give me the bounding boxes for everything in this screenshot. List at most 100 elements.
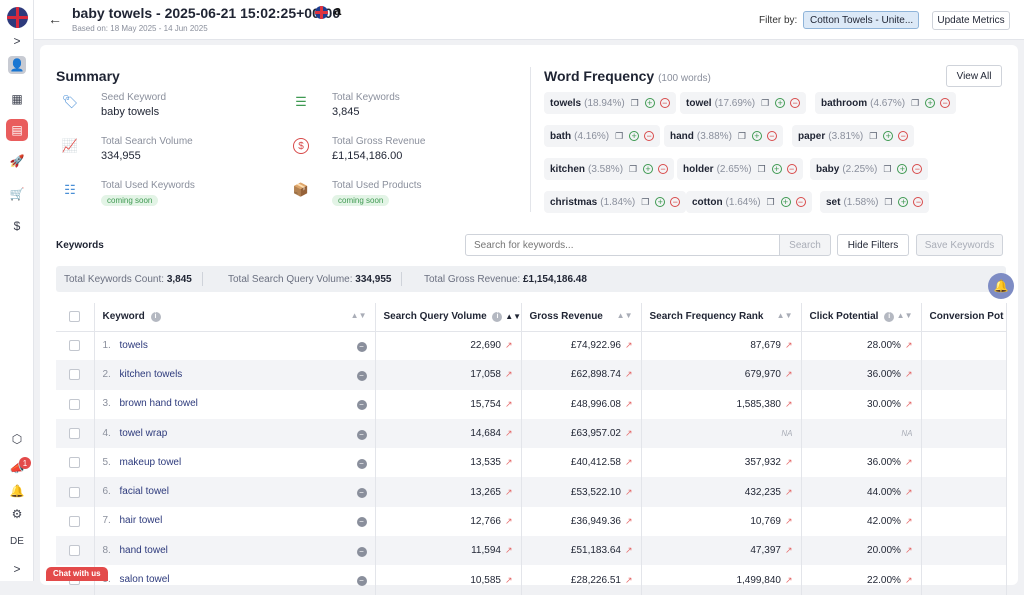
trend-icon[interactable]: ↗: [504, 515, 513, 526]
remove-icon[interactable]: −: [913, 197, 924, 207]
trend-icon[interactable]: ↗: [624, 574, 633, 585]
hide-filters-button[interactable]: Hide Filters: [837, 234, 909, 256]
keyword-link[interactable]: facial towel: [119, 486, 169, 498]
table-row[interactable]: 7. hair towel −12,766 ↗ £36,949.36 ↗ 10,769 ↗ 42…: [56, 506, 1007, 537]
remove-icon[interactable]: −: [766, 131, 777, 141]
row-checkbox[interactable]: [69, 486, 81, 498]
row-checkbox-cell[interactable]: [56, 418, 95, 449]
add-icon[interactable]: +: [771, 164, 782, 174]
trend-icon[interactable]: ↗: [784, 369, 793, 380]
trend-icon[interactable]: ↗: [504, 486, 513, 497]
rocket-icon[interactable]: 🚀: [9, 154, 25, 168]
keyword-cell[interactable]: 8. hand towel −: [94, 536, 376, 566]
col-search-query-volume[interactable]: Search Query Volume i ▲▼: [375, 303, 522, 332]
row-checkbox-cell[interactable]: [56, 506, 95, 537]
col-keyword[interactable]: Keyword i ▲▼: [94, 303, 376, 332]
table-row[interactable]: 8. hand towel −11,594 ↗ £51,183.64 ↗ 47,397 ↗ 20…: [56, 536, 1007, 566]
dashboard-icon[interactable]: ▦: [11, 92, 23, 106]
box-icon[interactable]: ⬡: [11, 432, 23, 446]
remove-icon[interactable]: −: [659, 98, 670, 108]
add-icon[interactable]: +: [897, 164, 908, 174]
user-initials[interactable]: DE: [10, 535, 24, 547]
remove-icon[interactable]: −: [644, 131, 655, 141]
keyword-cell[interactable]: 3. brown hand towel −: [94, 389, 376, 419]
trend-icon[interactable]: ↗: [784, 574, 793, 585]
trend-icon[interactable]: ↗: [904, 486, 913, 497]
trend-icon[interactable]: ↗: [784, 486, 793, 497]
remove-icon[interactable]: −: [898, 131, 909, 141]
trend-icon[interactable]: ↗: [504, 369, 513, 380]
table-row[interactable]: 3. brown hand towel −15,754 ↗ £48,996.08 ↗ 1,5…: [56, 389, 1007, 419]
keyword-link[interactable]: brown hand towel: [119, 398, 198, 410]
exclude-icon[interactable]: −: [356, 429, 367, 440]
row-checkbox-cell[interactable]: [56, 477, 95, 507]
search-button[interactable]: Search: [779, 234, 831, 256]
remove-icon[interactable]: −: [658, 164, 669, 174]
keyword-link[interactable]: towel wrap: [119, 427, 168, 439]
trend-icon[interactable]: ↗: [784, 545, 793, 556]
sort-icon[interactable]: ▲▼: [616, 311, 633, 321]
cart-icon[interactable]: 🛒: [9, 187, 25, 201]
row-checkbox-cell[interactable]: [56, 536, 95, 566]
brand-logo[interactable]: [7, 7, 28, 28]
trend-icon[interactable]: ↗: [904, 340, 913, 351]
row-checkbox[interactable]: [69, 398, 81, 410]
copy-icon[interactable]: ❐: [737, 130, 746, 141]
exclude-icon[interactable]: −: [356, 400, 367, 411]
row-checkbox[interactable]: [69, 545, 81, 557]
add-icon[interactable]: +: [780, 197, 791, 207]
copy-icon[interactable]: ❐: [757, 163, 766, 174]
keyword-cell[interactable]: 9.salon towel−: [94, 565, 376, 595]
keyword-link[interactable]: salon towel: [119, 574, 170, 586]
keyword-cell[interactable]: 6. facial towel −: [94, 477, 376, 507]
user-avatar-icon[interactable]: 👤: [8, 56, 26, 74]
remove-icon[interactable]: −: [790, 98, 801, 108]
sort-icon[interactable]: ▲▼: [896, 311, 913, 321]
trend-icon[interactable]: ↗: [784, 398, 793, 409]
sort-icon[interactable]: ▲▼: [350, 311, 367, 321]
copy-icon[interactable]: ❐: [883, 163, 892, 174]
update-metrics-button[interactable]: Update Metrics: [932, 11, 1010, 30]
trend-icon[interactable]: ↗: [784, 340, 793, 351]
row-checkbox-cell[interactable]: [56, 331, 95, 361]
add-icon[interactable]: +: [644, 98, 655, 108]
copy-icon[interactable]: ❐: [884, 196, 893, 207]
row-checkbox-cell[interactable]: [56, 389, 95, 419]
view-all-button[interactable]: View All: [946, 65, 1002, 87]
trend-icon[interactable]: ↗: [784, 515, 793, 526]
table-row[interactable]: 1. towels −22,690 ↗ £74,922.96 ↗ 87,679 ↗ 28.00%…: [56, 331, 1007, 361]
exclude-icon[interactable]: −: [356, 488, 367, 499]
trend-icon[interactable]: ↗: [904, 457, 913, 468]
remove-icon[interactable]: −: [940, 98, 951, 108]
sort-icon[interactable]: ▲▼: [776, 311, 793, 321]
remove-icon[interactable]: −: [786, 164, 797, 174]
keyword-link[interactable]: kitchen towels: [119, 368, 183, 380]
add-icon[interactable]: +: [775, 98, 786, 108]
exclude-icon[interactable]: −: [356, 546, 367, 557]
trend-icon[interactable]: ↗: [624, 369, 633, 380]
keyword-link[interactable]: hair towel: [119, 515, 163, 527]
remove-icon[interactable]: −: [795, 197, 806, 207]
keyword-cell[interactable]: 2. kitchen towels −: [94, 360, 376, 390]
trend-icon[interactable]: ↗: [504, 340, 513, 351]
add-icon[interactable]: +: [643, 164, 654, 174]
trend-icon[interactable]: ↗: [624, 340, 633, 351]
trend-icon[interactable]: ↗: [904, 369, 913, 380]
table-row[interactable]: 4. towel wrap −14,684 ↗ £63,957.02 ↗ NA NA: [56, 418, 1007, 449]
add-icon[interactable]: +: [751, 131, 762, 141]
row-checkbox-cell[interactable]: [56, 448, 95, 478]
exclude-icon[interactable]: −: [356, 341, 367, 352]
exclude-icon[interactable]: −: [356, 576, 367, 587]
add-icon[interactable]: +: [655, 197, 666, 207]
remove-icon[interactable]: −: [912, 164, 923, 174]
row-checkbox-cell[interactable]: [56, 360, 95, 390]
col-click-potential[interactable]: Click Potential i ▲▼: [801, 303, 922, 332]
row-checkbox[interactable]: [69, 369, 81, 381]
table-row[interactable]: 5. makeup towel −13,535 ↗ £40,412.58 ↗ 357,932…: [56, 448, 1007, 478]
select-all-checkbox-cell[interactable]: [56, 303, 95, 332]
trend-icon[interactable]: ↗: [504, 574, 513, 585]
exclude-icon[interactable]: −: [356, 517, 367, 528]
copy-icon[interactable]: ❐: [869, 130, 878, 141]
keyword-link[interactable]: towels: [119, 339, 148, 351]
copy-icon[interactable]: ❐: [761, 97, 770, 108]
